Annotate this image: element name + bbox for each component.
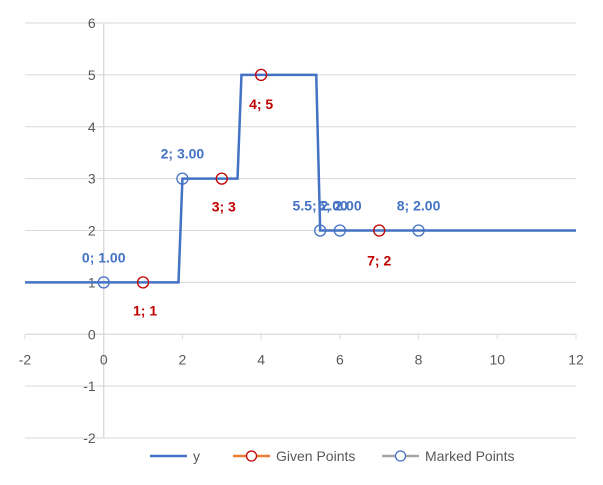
- given-point-label: 4; 5: [249, 96, 273, 112]
- y-tick-label: 2: [88, 223, 96, 239]
- legend-label: Marked Points: [425, 448, 514, 464]
- given-point-label: 1; 1: [133, 302, 157, 318]
- given-point-marker: [215, 172, 228, 185]
- y-tick-label: 5: [88, 67, 96, 83]
- x-tick-label: 2: [179, 351, 187, 367]
- marked-point-marker: [333, 224, 347, 237]
- marked-point-label: 0; 1.00: [82, 249, 126, 265]
- given-point-marker: [254, 68, 268, 82]
- legend-marker: [394, 450, 407, 462]
- marked-point-label: 5.5; 2.00: [293, 198, 348, 214]
- y-tick-label: 0: [88, 326, 96, 342]
- marked-point-marker: [412, 224, 425, 237]
- y-series-line: [25, 73, 576, 284]
- marked-point-marker: [97, 276, 110, 289]
- x-tick-label: 6: [336, 351, 344, 367]
- marked-point-label: 6; 2.00: [318, 198, 362, 214]
- legend-marker: [245, 450, 258, 462]
- x-tick-label: 12: [568, 351, 584, 367]
- x-tick-label: 8: [415, 351, 423, 367]
- marked-point-label: 2; 3.00: [161, 146, 205, 162]
- given-point-marker: [373, 224, 386, 237]
- y-tick-label: 3: [88, 171, 96, 187]
- marked-point-marker: [314, 224, 327, 237]
- x-tick-label: -2: [19, 351, 32, 367]
- y-tick-label: -2: [83, 430, 96, 446]
- y-tick-label: 6: [88, 15, 96, 31]
- y-tick-label: 4: [88, 119, 96, 135]
- legend-label: y: [193, 448, 200, 464]
- legend: y Given Points Marked Points: [150, 448, 514, 464]
- x-tick-label: 10: [489, 351, 505, 367]
- x-tick-label: 4: [257, 351, 265, 367]
- legend-label: Given Points: [276, 448, 355, 464]
- x-tick-label: 0: [100, 351, 108, 367]
- y-tick-label: -1: [83, 378, 96, 394]
- given-point-label: 3; 3: [212, 199, 236, 215]
- data-labels: 0; 1.00 2; 3.00 5.5; 2.006; 2.00 8; 2.00 1; …: [82, 96, 441, 319]
- given-point-marker: [136, 276, 150, 289]
- marked-point-marker: [176, 172, 189, 185]
- series: [25, 68, 576, 289]
- given-point-label: 7; 2: [367, 253, 391, 269]
- marked-point-label: 8; 2.00: [397, 198, 441, 214]
